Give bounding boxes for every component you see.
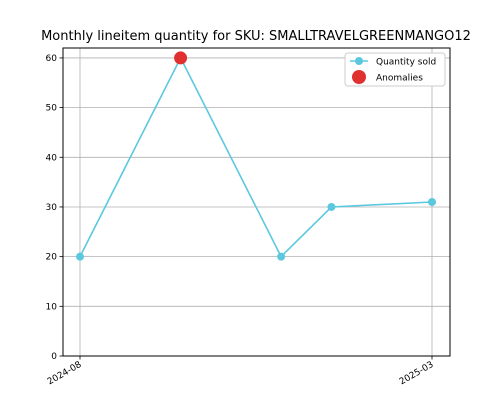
legend-marker-quantity (355, 57, 363, 65)
y-tick-label: 30 (46, 203, 58, 213)
data-point (76, 252, 84, 261)
anomaly-point (174, 51, 188, 65)
legend-box (344, 52, 446, 87)
legend-label-quantity: Quantity sold (376, 58, 436, 68)
data-point (277, 252, 286, 261)
data-point (428, 198, 436, 206)
y-tick-label: 20 (46, 253, 58, 263)
x-tick-label: 2024-08 (46, 360, 84, 388)
legend-marker-anomalies (352, 70, 366, 84)
legend-label-anomalies: Anomalies (376, 74, 423, 84)
chart-title: Monthly lineitem quantity for SKU: SMALL… (41, 29, 471, 44)
y-tick-label: 0 (51, 352, 57, 362)
data-point (327, 202, 336, 211)
y-tick-label: 10 (46, 302, 58, 312)
y-tick-label: 40 (46, 153, 58, 163)
legend: Quantity sold Anomalies (344, 52, 446, 87)
axes: 0 10 20 30 40 50 60 2024-08 2025-03 (46, 54, 436, 387)
y-tick-label: 50 (46, 104, 58, 114)
y-tick-label: 60 (46, 54, 58, 64)
grid (63, 48, 450, 357)
series-anomalies (174, 51, 188, 65)
x-tick-label: 2025-03 (398, 360, 436, 387)
plot-frame (62, 47, 451, 357)
